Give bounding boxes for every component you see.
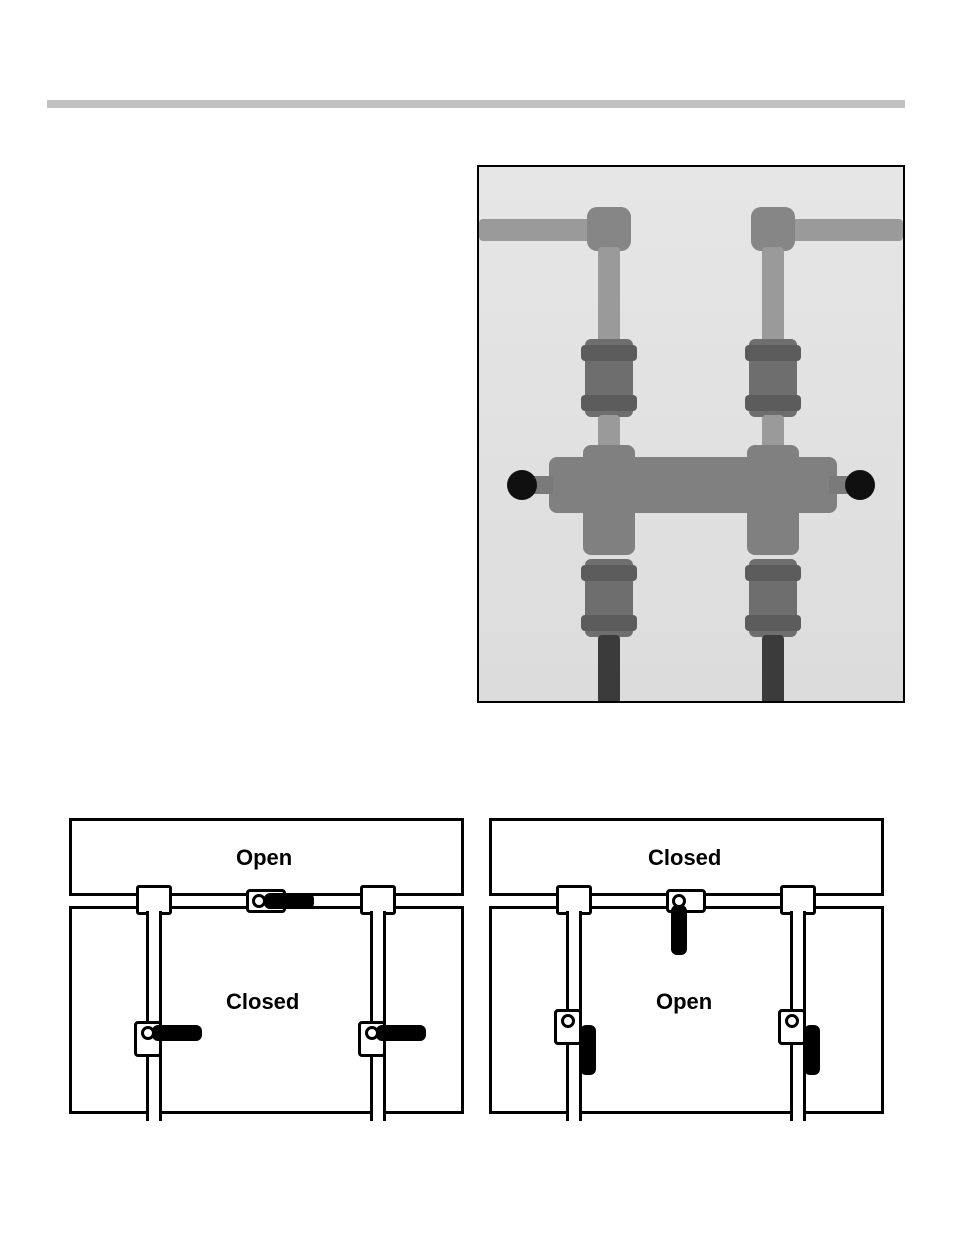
d1-top-label: Open (236, 845, 292, 871)
d1-top-valve-handle (264, 893, 314, 909)
union-lower-left (585, 559, 633, 637)
elbow-left (587, 207, 631, 251)
d2-top-label: Closed (648, 845, 721, 871)
pipe-lower-left (598, 635, 620, 703)
pipe-top-right (783, 219, 903, 241)
d1-bottom-label: Closed (226, 989, 299, 1015)
d2-left-valve-screw (561, 1014, 575, 1028)
d1-drop-left (146, 911, 162, 1121)
diagram-bypass-mode: Open Closed (69, 818, 464, 1114)
manifold-cap-right (845, 470, 875, 500)
pipe-upper-left (598, 247, 620, 347)
manifold-leg-left (583, 445, 635, 555)
photo-background (479, 167, 903, 701)
d1-right-valve-handle (376, 1025, 426, 1041)
d2-top-valve-handle (671, 905, 687, 955)
pipe-lower-right (762, 635, 784, 703)
manifold-leg-right (747, 445, 799, 555)
union-upper-right (749, 339, 797, 417)
union-upper-left (585, 339, 633, 417)
d1-drop-right (370, 911, 386, 1121)
diagram-service-mode: Closed Open (489, 818, 884, 1114)
pipe-upper-right (762, 247, 784, 347)
manifold-photo (477, 165, 905, 703)
elbow-right (751, 207, 795, 251)
manifold-photo-content (479, 167, 903, 701)
d2-bottom-label: Open (656, 989, 712, 1015)
pipe-top-left (479, 219, 599, 241)
manifold-cap-left (507, 470, 537, 500)
d2-right-valve-handle (804, 1025, 820, 1075)
section-divider (47, 100, 905, 108)
d2-left-valve-handle (580, 1025, 596, 1075)
d1-left-valve-handle (152, 1025, 202, 1041)
union-lower-right (749, 559, 797, 637)
d2-right-valve-screw (785, 1014, 799, 1028)
